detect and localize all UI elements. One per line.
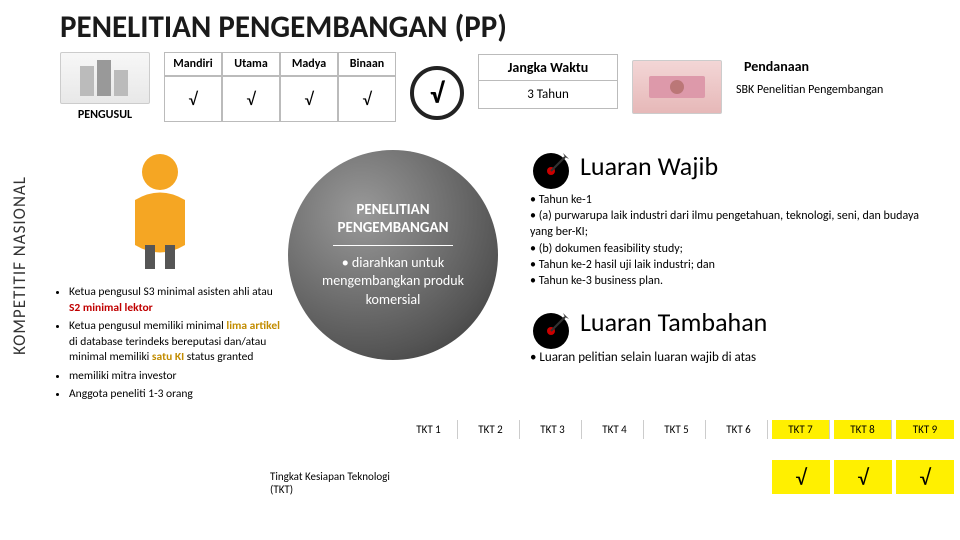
check-binaan: √	[338, 76, 396, 122]
tkt-check-7: √	[772, 460, 830, 494]
tkt-5: TKT 5	[648, 420, 706, 439]
jangka-waktu-block: Jangka Waktu 3 Tahun	[478, 54, 618, 109]
target-icon	[530, 150, 572, 192]
sidebar: KOMPETITIF NASIONAL	[0, 115, 38, 415]
pendanaan-block: Pendanaan SBK Penelitian Pengembangan	[736, 54, 883, 101]
luaran-tambahan-text: • Luaran pelitian selain luaran wajib di…	[530, 350, 756, 365]
tkt-check-8: √	[834, 460, 892, 494]
check-madya: √	[280, 76, 338, 122]
luaran-tambahan-title: Luaran Tambahan	[580, 306, 767, 338]
building-icon	[60, 52, 150, 104]
tkt-7: TKT 7	[772, 420, 830, 439]
lw-5: • Tahun ke-3 business plan.	[530, 273, 940, 289]
jangka-title: Jangka Waktu	[478, 54, 618, 81]
circle-body: • diarahkan untuk mengembangkan produk k…	[308, 254, 478, 309]
requirements-list: Ketua pengusul S3 minimal asisten ahli a…	[55, 285, 280, 406]
lw-3: • (b) dokumen feasibility study;	[530, 241, 940, 257]
tkt-4: TKT 4	[586, 420, 644, 439]
tkt-3: TKT 3	[524, 420, 582, 439]
tkt-caption: Tingkat Kesiapan Teknologi (TKT)	[270, 470, 400, 496]
circle-divider	[333, 245, 453, 246]
req-2: Ketua pengusul memiliki minimal lima art…	[69, 319, 280, 366]
tkt-check-1	[400, 460, 458, 494]
tkt-check-row: √ √ √	[400, 460, 954, 494]
top-row: PENGUSUL Mandiri Utama Madya Binaan √ √ …	[60, 52, 883, 122]
tkt-6: TKT 6	[710, 420, 768, 439]
col-binaan: Binaan	[338, 52, 396, 76]
tkt-row: TKT 1 TKT 2 TKT 3 TKT 4 TKT 5 TKT 6 TKT …	[400, 420, 954, 439]
tkt-check-9: √	[896, 460, 954, 494]
lw-2: • (a) purwarupa laik industri dari ilmu …	[530, 208, 940, 240]
lw-4: • Tahun ke-2 hasil uji laik industri; da…	[530, 257, 940, 273]
tkt-2: TKT 2	[462, 420, 520, 439]
sidebar-label: KOMPETITIF NASIONAL	[9, 176, 30, 355]
center-circle: PENELITIANPENGEMBANGAN • diarahkan untuk…	[288, 150, 498, 360]
pengusul-block: PENGUSUL	[60, 52, 150, 122]
col-mandiri: Mandiri	[164, 52, 222, 76]
check-utama: √	[222, 76, 280, 122]
target-icon	[530, 310, 572, 352]
money-icon	[632, 60, 722, 114]
pendanaan-value: SBK Penelitian Pengembangan	[736, 79, 883, 101]
check-mandiri: √	[164, 76, 222, 122]
category-grid: Mandiri Utama Madya Binaan √ √ √ √	[164, 52, 396, 122]
tkt-check-3	[524, 460, 582, 494]
luaran-wajib-list: • Tahun ke-1 • (a) purwarupa laik indust…	[530, 192, 940, 289]
pengusul-label: PENGUSUL	[60, 108, 150, 122]
pendanaan-title: Pendanaan	[736, 54, 883, 79]
luaran-wajib-title: Luaran Wajib	[580, 150, 718, 182]
tkt-check-5	[648, 460, 706, 494]
tkt-8: TKT 8	[834, 420, 892, 439]
col-utama: Utama	[222, 52, 280, 76]
tkt-check-2	[462, 460, 520, 494]
req-4: Anggota peneliti 1-3 orang	[69, 387, 280, 403]
req-1: Ketua pengusul S3 minimal asisten ahli a…	[69, 285, 280, 316]
person-icon	[115, 150, 205, 270]
lw-1: • Tahun ke-1	[530, 192, 940, 208]
req-3: memiliki mitra investor	[69, 369, 280, 385]
clock-icon	[410, 66, 464, 120]
tkt-9: TKT 9	[896, 420, 954, 439]
tkt-check-6	[710, 460, 768, 494]
page-title: PENELITIAN PENGEMBANGAN (PP)	[60, 8, 507, 46]
tkt-1: TKT 1	[400, 420, 458, 439]
jangka-value: 3 Tahun	[478, 81, 618, 109]
tkt-check-4	[586, 460, 644, 494]
circle-title: PENELITIANPENGEMBANGAN	[338, 201, 449, 237]
col-madya: Madya	[280, 52, 338, 76]
